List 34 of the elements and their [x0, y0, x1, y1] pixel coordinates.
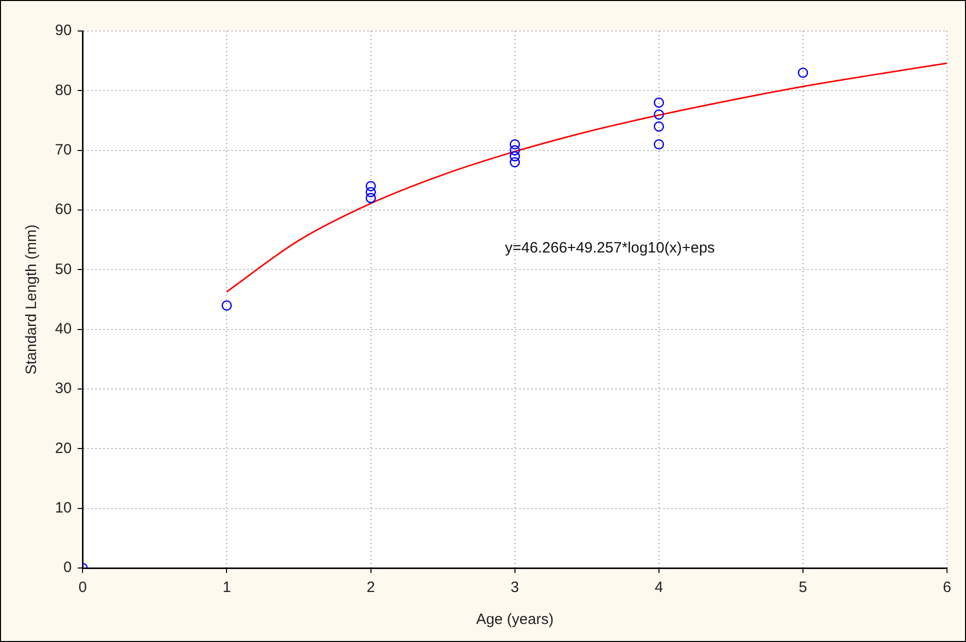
point — [654, 97, 664, 108]
annotation: y=46.266+49.257*log10(x)+eps — [505, 240, 715, 257]
x-tick-label: 0 — [78, 579, 87, 596]
y-tick-label: 0 — [63, 559, 72, 576]
point — [798, 68, 808, 78]
x-tick-label: 2 — [366, 579, 375, 596]
x-tick-label: 4 — [654, 579, 664, 596]
y-tick-label: 60 — [54, 201, 72, 218]
y-tick-label: 10 — [54, 499, 72, 516]
y-tick-label: 80 — [54, 82, 72, 99]
x-tick-label: 1 — [222, 579, 231, 596]
x-tick-label: 5 — [798, 579, 808, 596]
point — [654, 109, 664, 120]
y-tick-label: 40 — [54, 320, 72, 338]
line-series — [226, 62, 947, 292]
y-tick-label: 20 — [54, 440, 72, 457]
point — [222, 300, 232, 311]
point — [510, 145, 520, 156]
x-tick-label: 3 — [510, 579, 520, 596]
y-tick-label: 90 — [54, 22, 72, 40]
point — [510, 151, 520, 162]
x-axis-title: Age (years) — [476, 611, 554, 628]
point — [366, 192, 376, 204]
y-tick-label: 50 — [54, 260, 72, 278]
point — [510, 157, 520, 168]
y-axis-title: Standard Length (mm) — [23, 224, 40, 375]
point — [366, 180, 376, 192]
x-tick-label: 6 — [942, 579, 952, 596]
point — [654, 121, 664, 132]
y-tick-label: 70 — [54, 141, 72, 158]
point — [510, 139, 520, 150]
point — [366, 186, 376, 198]
y-tick-label: 30 — [54, 380, 72, 398]
point — [654, 139, 664, 150]
